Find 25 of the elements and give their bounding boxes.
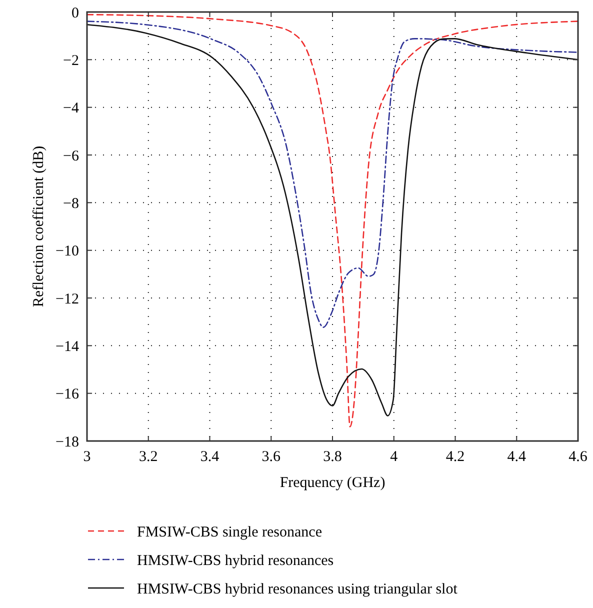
x-tick-label: 3.6	[262, 449, 281, 465]
y-tick-label: −14	[56, 338, 80, 355]
x-tick-label: 4	[390, 449, 398, 465]
x-tick-label: 3.2	[139, 449, 158, 465]
y-tick-label: −10	[56, 244, 79, 260]
x-axis-title: Frequency (GHz)	[280, 475, 386, 491]
x-tick-label: 3.4	[200, 449, 220, 465]
y-tick-label: −4	[63, 100, 80, 117]
x-tick-label: 4.2	[446, 449, 465, 465]
x-tick-label: 4.4	[507, 449, 526, 465]
x-tick-label: 3	[83, 449, 91, 465]
y-tick-label: 0	[72, 5, 79, 22]
y-axis-title: Reflection coefficient (dB)	[31, 146, 47, 308]
y-tick-label: −18	[56, 434, 79, 450]
line-series	[86, 20, 579, 328]
y-tick-label: −16	[56, 386, 80, 403]
legend-label: HMSIW-CBS hybrid resonances using triangular slot	[137, 581, 458, 598]
legend-label: HMSIW-CBS hybrid resonances	[137, 552, 334, 569]
y-tick-label: −2	[63, 52, 79, 69]
y-tick-label: −8	[63, 196, 79, 212]
x-tick-label: 4.6	[568, 449, 588, 465]
y-tick-label: −6	[63, 148, 80, 164]
x-tick-label: 3.8	[323, 449, 342, 465]
legend-label: FMSIW-CBS single resonance	[137, 524, 322, 540]
y-tick-label: −12	[56, 291, 79, 308]
